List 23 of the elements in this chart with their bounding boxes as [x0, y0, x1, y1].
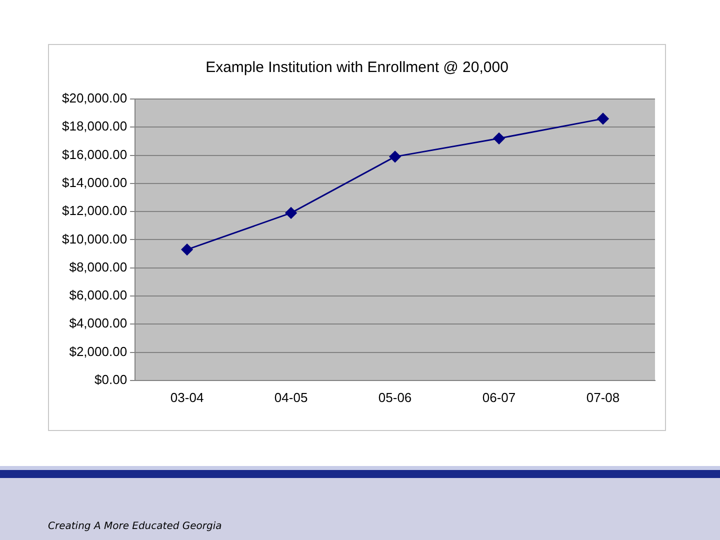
point	[181, 244, 193, 256]
y-tick-label: $18,000.00	[62, 118, 128, 134]
chart-title: Example Institution with Enrollment @ 20,000	[206, 59, 508, 76]
y-tick-label: $12,000.00	[62, 203, 128, 218]
y-tick-label: $20,000.00	[62, 90, 128, 106]
y-tick-label: $8,000.00	[69, 259, 128, 274]
y-tick-label: $16,000.00	[62, 146, 128, 162]
x-tick-label: 03-04	[170, 390, 204, 405]
x-tick-label: 07-08	[586, 390, 620, 405]
y-tick-label: $10,000.00	[62, 231, 128, 246]
point	[285, 207, 297, 219]
x-tick-label: 05-06	[378, 390, 412, 405]
x-tick-label: 06-07	[482, 390, 516, 405]
x-tick-label: 04-05	[274, 390, 308, 405]
point	[597, 112, 609, 124]
y-tick-label: $14,000.00	[62, 175, 128, 190]
point	[493, 132, 505, 144]
y-tick-label: $4,000.00	[69, 316, 128, 331]
y-tick-label: $0.00	[94, 372, 128, 387]
text: Creating A More Educated Georgia	[48, 521, 222, 532]
y-tick-label: $2,000.00	[69, 344, 128, 359]
point	[389, 150, 401, 162]
y-tick-label: $6,000.00	[69, 288, 128, 303]
